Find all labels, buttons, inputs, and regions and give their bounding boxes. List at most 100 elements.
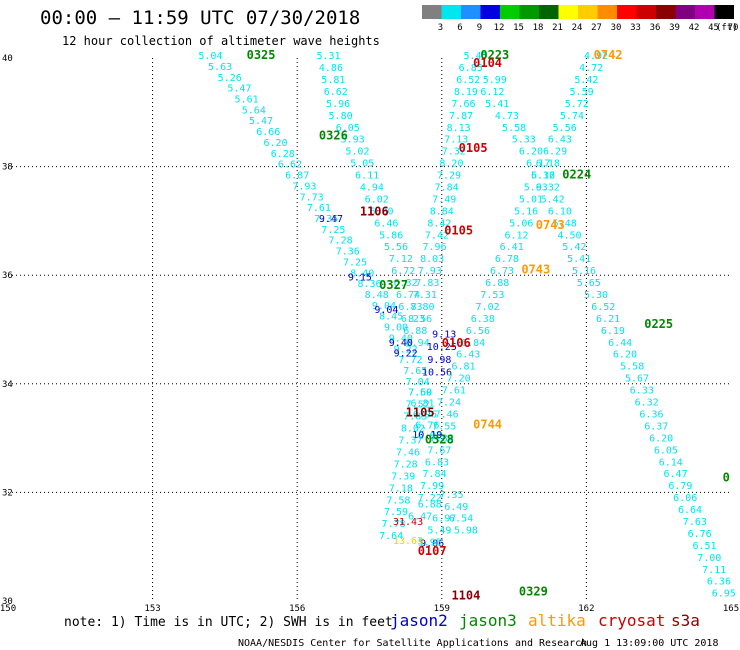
wave-height-value: 5.32 (531, 171, 555, 182)
wave-height-value: 4.50 (557, 230, 581, 241)
pass-time-label: 0742 (594, 48, 623, 62)
y-tick-label: 40 (2, 54, 13, 64)
pass-time-label: 0224 (562, 168, 591, 182)
wave-height-value: 7.32 (442, 147, 466, 158)
wave-height-value: 6.11 (355, 171, 379, 182)
wave-height-value: 6.29 (543, 147, 567, 158)
wave-height-value: 5.30 (584, 290, 608, 301)
wave-height-value: 5.42 (574, 75, 598, 86)
legend-label: 45 (708, 23, 719, 33)
wave-height-value: 8.56 (408, 314, 432, 325)
wave-height-value: 6.20 (649, 433, 673, 444)
legend-label: 18 (533, 23, 544, 33)
wave-height-value: 6.37 (644, 421, 668, 432)
wave-height-value: 5.64 (242, 105, 266, 116)
wave-height-value: 6.32 (536, 182, 560, 193)
wave-height-value: 5.47 (227, 84, 251, 95)
x-tick-label: 153 (144, 604, 160, 614)
wave-height-value: 5.06 (509, 218, 533, 229)
wave-height-value: 8.19 (454, 87, 478, 98)
wave-height-value: 6.66 (256, 127, 280, 138)
wave-height-value: 5.58 (502, 123, 526, 134)
wave-height-value: 6.76 (688, 529, 712, 540)
legend-unit: (ft) (716, 23, 738, 33)
wave-height-value: 6.88 (403, 326, 427, 337)
wave-height-value: 31.43 (393, 517, 423, 528)
wave-height-value: 10.56 (422, 368, 452, 379)
wave-height-value: 6.36 (707, 577, 731, 588)
wave-height-value: 7.61 (307, 203, 331, 214)
wave-height-value: 6.56 (466, 326, 490, 337)
pass-time-label: 1104 (451, 588, 480, 602)
wave-height-value: 6.62 (278, 160, 302, 171)
wave-height-value: 7.73 (300, 192, 324, 203)
wave-height-value: 6.85 (459, 63, 483, 74)
wave-height-value: 7.02 (476, 302, 500, 313)
pass-time-label: 0743 (521, 263, 550, 277)
pass-time-label: 0105 (459, 141, 488, 155)
wave-height-value: 7.42 (425, 230, 449, 241)
legend-swatch (578, 5, 598, 19)
wave-height-value: 7.49 (432, 194, 456, 205)
legend-swatch (461, 5, 481, 19)
pass-time-label: 0327 (379, 278, 408, 292)
wave-height-value: 4.72 (579, 63, 603, 74)
wave-height-value: 5.96 (326, 99, 350, 110)
wave-height-value: 6.20 (519, 147, 543, 158)
wave-height-value: 5.02 (345, 147, 369, 158)
wave-height-value: 7.61 (442, 386, 466, 397)
legend-swatch (480, 5, 500, 19)
wave-height-value: 9.22 (394, 344, 418, 355)
wave-height-value: 5.26 (218, 73, 242, 84)
wave-height-value: 8.48 (365, 290, 389, 301)
pass-time-label: 0107 (418, 544, 447, 558)
pass-time-label: 0105 (444, 223, 473, 237)
wave-height-value: 7.35 (439, 490, 463, 501)
wave-height-value: 7.39 (391, 471, 415, 482)
wave-height-value: 7.13 (444, 135, 468, 146)
credit-text: NOAA/NESDIS Center for Satellite Applica… (238, 638, 587, 649)
wave-height-value: 5.41 (567, 254, 591, 265)
legend-label: 33 (630, 23, 641, 33)
legend-label: 9 (477, 23, 482, 33)
wave-height-value: 6.76 (415, 420, 439, 431)
legend-label: 70 (728, 23, 739, 33)
wave-height-value: 6.73 (490, 266, 514, 277)
wave-height-value: 5.99 (483, 75, 507, 86)
wave-height-value: 8.13 (447, 123, 471, 134)
legend-label: 12 (494, 23, 505, 33)
y-tick-label: 30 (2, 597, 13, 607)
wave-height-value: 6.05 (654, 445, 678, 456)
legend-swatch (695, 5, 715, 19)
wave-height-value: 7.24 (437, 398, 461, 409)
pass-time-label: 0328 (425, 433, 454, 447)
legend-swatch (441, 5, 461, 19)
wave-height-value: 7.64 (379, 531, 403, 542)
wave-height-value: 6.18 (536, 159, 560, 170)
legend-swatch (500, 5, 520, 19)
wave-height-value: 6.79 (668, 481, 692, 492)
wave-height-value: 9.40 (389, 333, 413, 344)
legend-label: 6 (457, 23, 462, 33)
wave-height-points: 5.045.635.265.475.615.645.476.666.206.28… (198, 51, 735, 600)
wave-height-value: 9.47 (319, 214, 343, 225)
wave-height-value: 7.46 (435, 409, 459, 420)
pass-time-label: 0104 (473, 56, 502, 70)
wave-height-value: 6.06 (673, 493, 697, 504)
wave-height-value: 6.81 (410, 399, 434, 410)
wave-height-value: 6.46 (374, 218, 398, 229)
pass-time-label: 0325 (247, 48, 276, 62)
wave-height-value: 5.33 (512, 135, 536, 146)
legend-label: 3 (438, 23, 443, 33)
wave-height-value: 6.21 (596, 314, 620, 325)
wave-height-value: 7.59 (384, 507, 408, 518)
wave-height-value: 7.72 (398, 355, 422, 366)
legend-swatch (617, 5, 637, 19)
wave-height-value: 6.33 (630, 386, 654, 397)
wave-height-value: 8.45 (379, 312, 403, 323)
wave-height-value: 6.16 (531, 171, 555, 182)
wave-height-value: 6.95 (712, 589, 736, 600)
legend-swatch (714, 5, 734, 19)
wave-height-value: 5.56 (553, 123, 577, 134)
wave-height-value: 7.35 (314, 214, 338, 225)
